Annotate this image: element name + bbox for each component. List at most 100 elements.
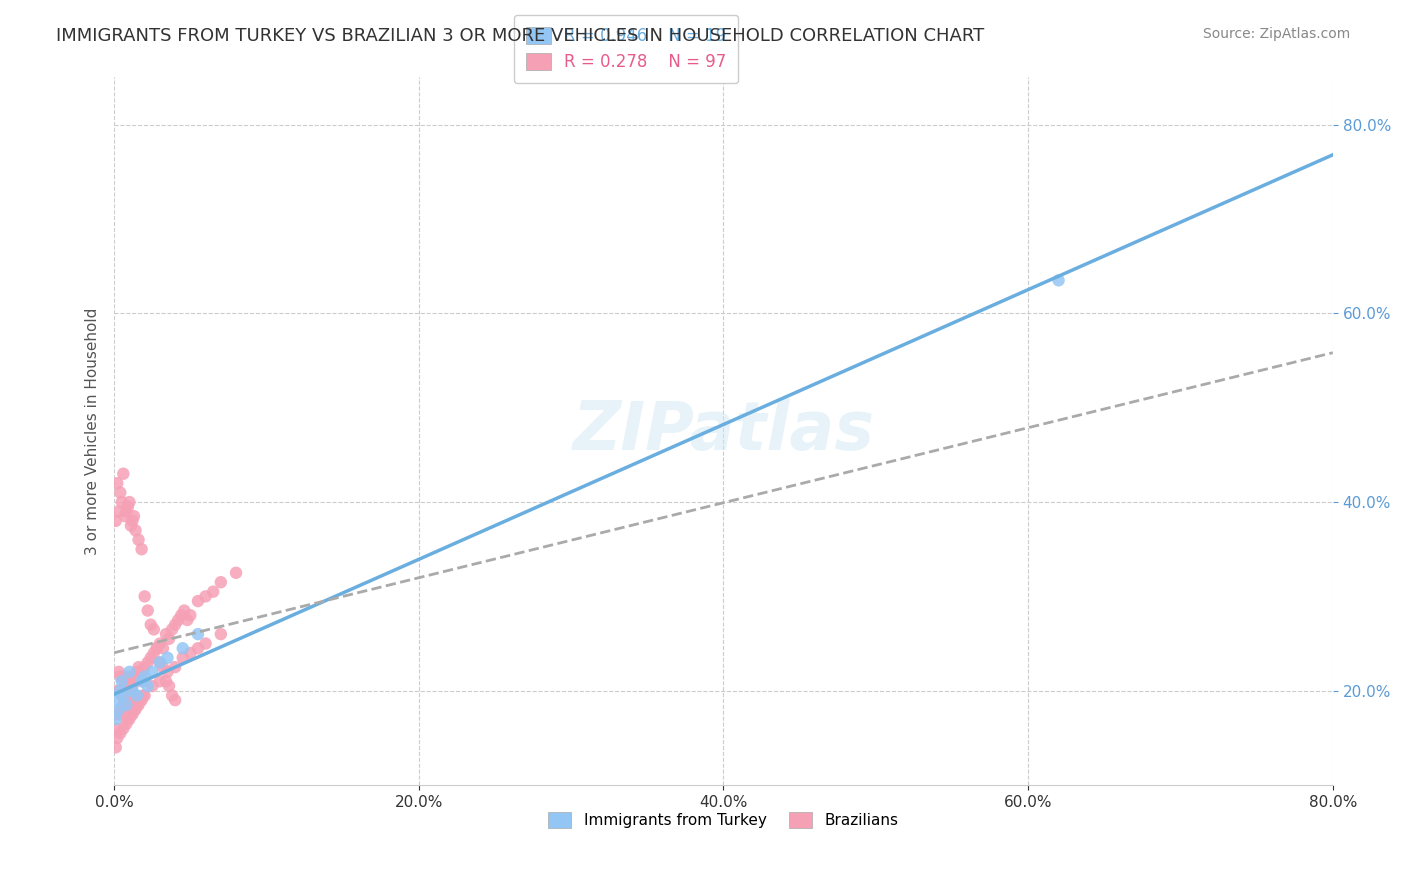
Point	[172, 650, 194, 665]
Point	[112, 467, 135, 481]
Point	[128, 660, 150, 674]
Point	[194, 636, 217, 650]
Point	[172, 641, 194, 656]
Point	[149, 656, 172, 670]
Point	[149, 674, 172, 689]
Point	[179, 646, 201, 660]
Point	[107, 707, 129, 722]
Point	[131, 674, 153, 689]
Point	[141, 679, 163, 693]
Point	[187, 627, 209, 641]
Point	[118, 495, 141, 509]
Point	[110, 726, 132, 740]
Point	[131, 542, 153, 557]
Point	[125, 698, 148, 712]
Point	[118, 665, 141, 679]
Point	[134, 689, 156, 703]
Point	[179, 608, 201, 623]
Point	[176, 613, 198, 627]
Point	[139, 617, 162, 632]
Point	[121, 683, 143, 698]
Point	[114, 698, 136, 712]
Point	[124, 670, 146, 684]
Point	[120, 518, 142, 533]
Point	[132, 689, 155, 703]
Point	[129, 670, 152, 684]
Point	[209, 627, 232, 641]
Point	[160, 623, 183, 637]
Point	[115, 698, 138, 712]
Point	[155, 627, 177, 641]
Point	[160, 689, 183, 703]
Point	[149, 636, 172, 650]
Point	[120, 689, 142, 703]
Point	[117, 712, 139, 726]
Point	[157, 679, 180, 693]
Point	[187, 594, 209, 608]
Point	[111, 703, 134, 717]
Y-axis label: 3 or more Vehicles in Household: 3 or more Vehicles in Household	[86, 308, 100, 555]
Point	[105, 731, 128, 745]
Point	[1047, 273, 1070, 287]
Point	[136, 656, 159, 670]
Point	[115, 679, 138, 693]
Point	[128, 533, 150, 547]
Point	[146, 641, 169, 656]
Point	[128, 698, 150, 712]
Point	[146, 641, 169, 656]
Point	[115, 504, 138, 518]
Point	[124, 524, 146, 538]
Point	[120, 707, 142, 722]
Point	[121, 679, 143, 693]
Point	[121, 707, 143, 722]
Point	[122, 509, 145, 524]
Point	[132, 674, 155, 689]
Point	[110, 485, 132, 500]
Point	[112, 689, 135, 703]
Point	[170, 608, 193, 623]
Point	[134, 590, 156, 604]
Point	[104, 712, 127, 726]
Point	[165, 660, 187, 674]
Point	[165, 693, 187, 707]
Point	[105, 476, 128, 491]
Text: IMMIGRANTS FROM TURKEY VS BRAZILIAN 3 OR MORE VEHICLES IN HOUSEHOLD CORRELATION : IMMIGRANTS FROM TURKEY VS BRAZILIAN 3 OR…	[56, 27, 984, 45]
Point	[149, 656, 172, 670]
Point	[136, 603, 159, 617]
Point	[155, 674, 177, 689]
Point	[142, 623, 165, 637]
Point	[129, 693, 152, 707]
Point	[111, 674, 134, 689]
Point	[115, 716, 138, 731]
Point	[134, 670, 156, 684]
Point	[124, 703, 146, 717]
Point	[112, 698, 135, 712]
Point	[107, 703, 129, 717]
Point	[112, 722, 135, 736]
Point	[125, 665, 148, 679]
Point	[114, 674, 136, 689]
Point	[156, 650, 179, 665]
Point	[122, 674, 145, 689]
Legend: Immigrants from Turkey, Brazilians: Immigrants from Turkey, Brazilians	[543, 805, 904, 834]
Point	[136, 679, 159, 693]
Point	[118, 693, 141, 707]
Point	[125, 689, 148, 703]
Point	[209, 575, 232, 590]
Point	[121, 514, 143, 528]
Point	[110, 670, 132, 684]
Point	[142, 646, 165, 660]
Point	[110, 683, 132, 698]
Point	[131, 665, 153, 679]
Point	[104, 722, 127, 736]
Text: ZIPatlas: ZIPatlas	[572, 398, 875, 464]
Point	[114, 509, 136, 524]
Point	[104, 707, 127, 722]
Point	[105, 693, 128, 707]
Point	[165, 617, 187, 632]
Point	[104, 740, 127, 755]
Point	[225, 566, 247, 580]
Point	[141, 665, 163, 679]
Point	[139, 650, 162, 665]
Point	[173, 603, 195, 617]
